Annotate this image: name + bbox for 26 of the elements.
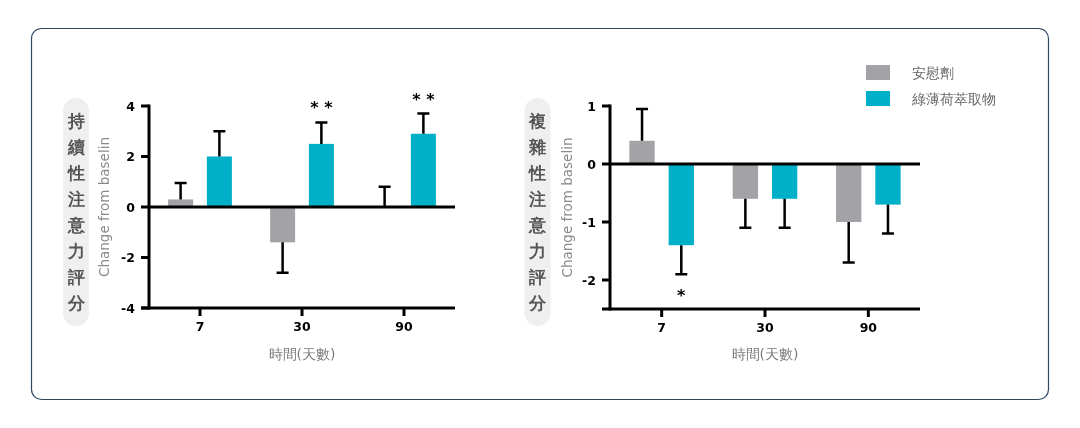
y-tick-label: -1 [582, 214, 596, 230]
x-tick-label: 7 [195, 319, 205, 334]
x-axis-title: 時間(天數) [268, 346, 336, 362]
legend-label: 安慰劑 [912, 64, 954, 81]
y-tick-label: 2 [126, 149, 135, 164]
y-tick-label: 0 [587, 156, 597, 172]
y-tick-label: -2 [582, 272, 596, 288]
text: 持續性注意力評分 [66, 110, 86, 314]
x-tick-label: 7 [657, 320, 667, 335]
y-tick-label: 4 [126, 98, 136, 114]
x-tick-label: 90 [395, 319, 413, 334]
x-tick-label: 30 [293, 319, 311, 334]
x-tick-label: 90 [859, 320, 878, 335]
y-tick-label: -2 [121, 250, 135, 265]
annotation: * [677, 286, 687, 306]
y-tick-label: 0 [126, 199, 136, 215]
legend-label: 綠薄荷萃取物 [911, 90, 996, 107]
y-axis-title: Change from baselin [558, 137, 575, 278]
annotation: * * [310, 98, 334, 118]
y-axis-title: Change from baselin [95, 137, 112, 277]
annotation: * * [412, 89, 436, 109]
y-tick-label: -4 [121, 300, 136, 316]
y-tick-label: 1 [587, 98, 596, 114]
x-axis-title: 時間(天數) [731, 346, 799, 362]
text: 複雜性注意力評分 [528, 110, 547, 314]
x-tick-label: 30 [756, 320, 774, 335]
